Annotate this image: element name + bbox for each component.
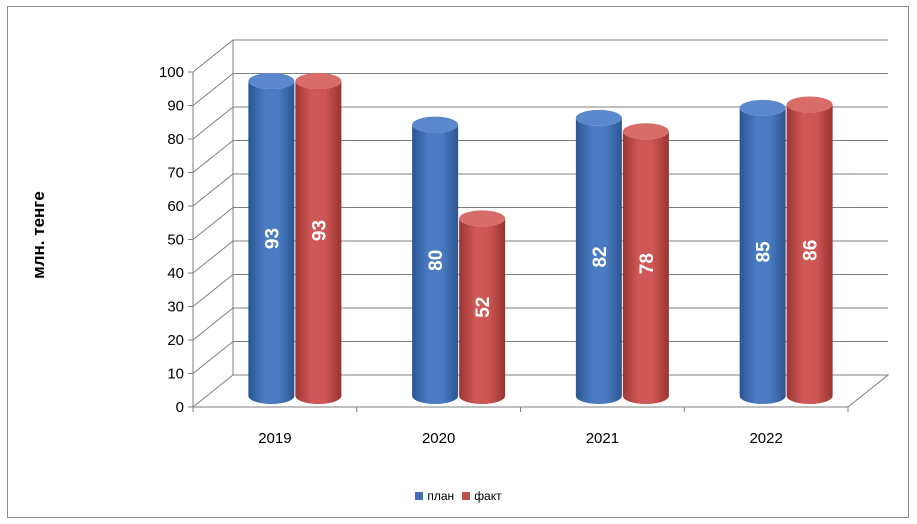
bar-top-план-2020 (412, 116, 459, 133)
bar-top-план-2019 (248, 73, 295, 90)
x-tick-label: 2020 (422, 430, 455, 447)
bar-top-план-2022 (739, 99, 786, 116)
bar-факт-2019 (295, 81, 342, 405)
y-tick-label: 20 (167, 332, 184, 349)
y-tick-label: 40 (167, 265, 184, 282)
bar-top-факт-2020 (459, 210, 506, 227)
bar-факт-2022 (786, 104, 833, 404)
gridline (192, 240, 888, 274)
legend: план факт (0, 489, 917, 503)
data-label-план-2021: 82 (590, 246, 611, 267)
bar-план-2021 (575, 117, 622, 405)
gridline (192, 39, 888, 73)
legend-swatch-plan (415, 492, 424, 500)
floor-outline (192, 374, 890, 408)
y-tick-label: 10 (167, 366, 184, 383)
bar-факт-2020 (459, 218, 506, 404)
bar-план-2022 (739, 107, 786, 404)
gridline (192, 73, 888, 106)
data-label-факт-2020: 52 (473, 297, 494, 318)
y-tick-label: 50 (167, 232, 184, 249)
x-tick-label: 2019 (258, 430, 291, 447)
y-tick-label: 70 (167, 165, 184, 182)
gridline (192, 307, 888, 341)
y-tick-label: 60 (167, 198, 184, 215)
x-tick-label: 2021 (586, 430, 619, 447)
y-tick-label: 30 (167, 299, 184, 316)
y-tick-label: 80 (167, 131, 184, 148)
bar-план-2019 (248, 81, 295, 405)
y-tick-label: 0 (176, 399, 184, 416)
gridline (192, 140, 888, 173)
x-tick-label: 2022 (749, 430, 782, 447)
y-axis-label: млн. тенге (29, 191, 48, 279)
legend-label-plan: план (427, 489, 455, 503)
gridline (192, 274, 888, 307)
legend-label-fact: факт (474, 489, 502, 503)
data-label-план-2020: 80 (426, 250, 447, 271)
legend-swatch-fact (462, 492, 471, 500)
bar-план-2020 (412, 124, 459, 404)
data-label-план-2019: 93 (262, 228, 283, 249)
bar-top-факт-2019 (295, 73, 342, 90)
gridline (192, 207, 888, 240)
data-label-факт-2021: 78 (637, 253, 658, 274)
y-tick-label: 100 (159, 64, 184, 81)
y-tick-label: 90 (167, 98, 184, 115)
data-label-факт-2019: 93 (309, 220, 330, 241)
legend-item-plan: план (415, 489, 454, 503)
gridline (192, 341, 888, 374)
data-label-факт-2022: 86 (801, 240, 822, 261)
gridline (192, 106, 888, 140)
gridline (192, 173, 888, 207)
legend-item-fact: факт (462, 489, 502, 503)
bar-факт-2021 (622, 131, 669, 405)
data-label-план-2022: 85 (754, 241, 775, 263)
bar-top-факт-2021 (622, 123, 669, 140)
bar-top-факт-2022 (786, 96, 833, 113)
bar-top-план-2021 (575, 109, 622, 126)
